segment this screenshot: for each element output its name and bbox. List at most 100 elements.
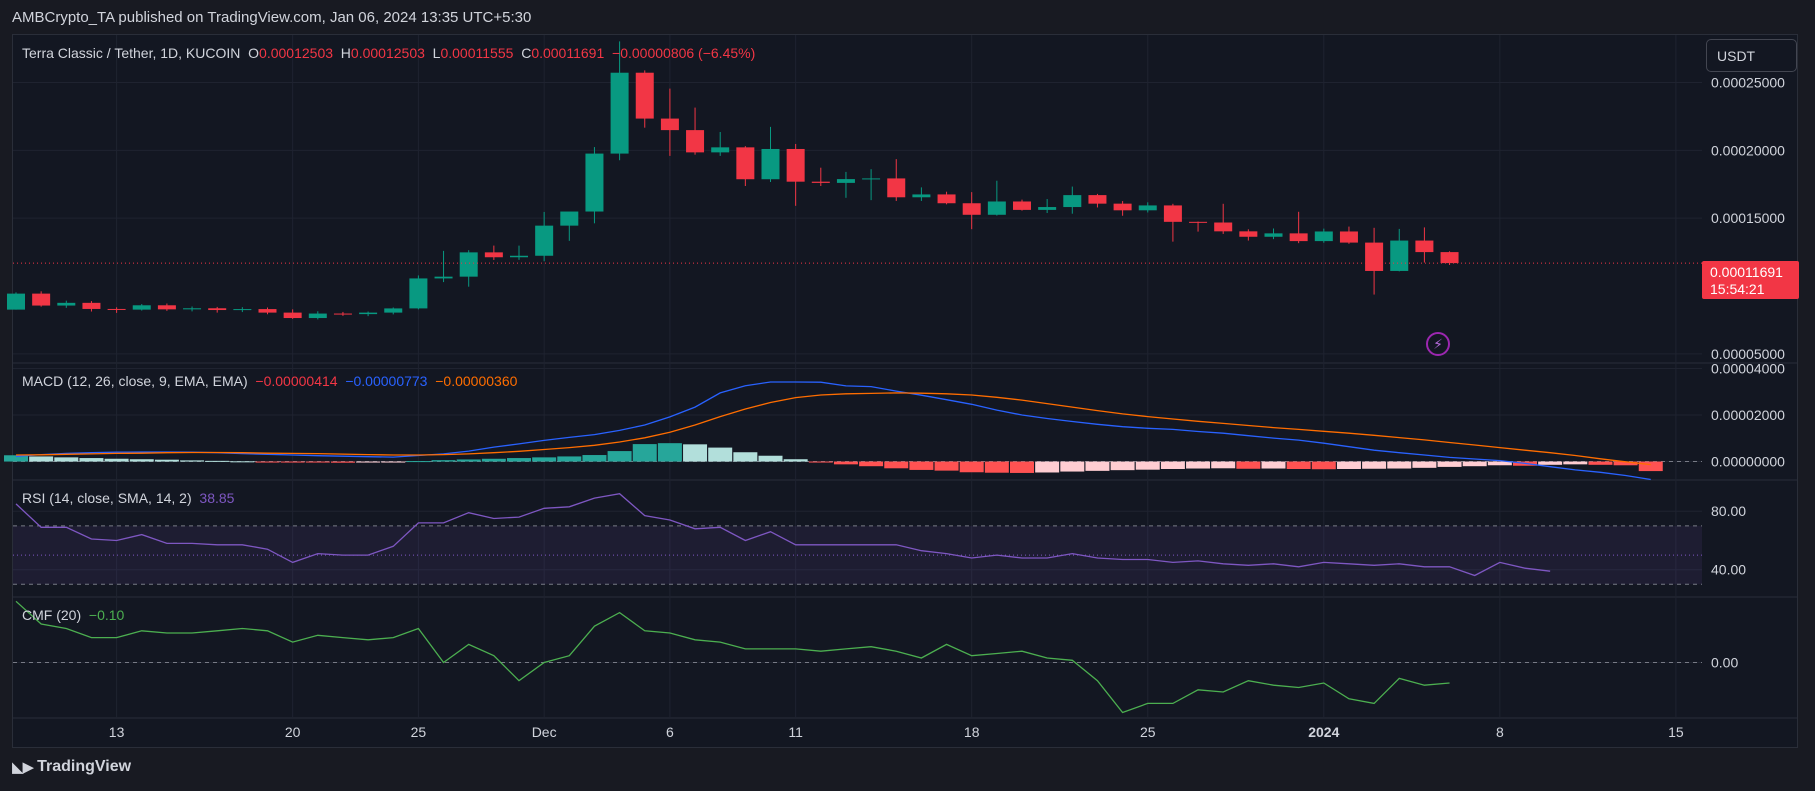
candle-body [434, 276, 453, 279]
symbol-title[interactable]: Terra Classic / Tether, 1D, KUCOIN [22, 45, 241, 61]
y-tick-label: 0.00020000 [1711, 142, 1785, 158]
macd-histogram-bar [1563, 461, 1588, 465]
macd-histogram-bar [1336, 461, 1361, 469]
macd-histogram-bar [1060, 461, 1085, 472]
candle-body [937, 194, 956, 204]
candle-body [786, 148, 805, 182]
macd-histogram-bar [481, 458, 506, 462]
macd-histogram-bar [305, 461, 330, 463]
publisher-caption: AMBCrypto_TA published on TradingView.co… [12, 9, 532, 26]
candle-body [1189, 221, 1208, 223]
cmf-title[interactable]: CMF (20) [22, 607, 82, 623]
candle-body [1289, 233, 1308, 242]
rsi-line [15, 493, 1551, 577]
y-tick-label: 0.00002000 [1711, 407, 1785, 423]
candle-body [811, 181, 830, 183]
bar-countdown: 15:54:21 [1710, 281, 1765, 297]
macd-histogram-bar [657, 443, 682, 462]
y-tick-label: 0.00000000 [1711, 454, 1785, 470]
cmf-value: −0.10 [88, 607, 125, 623]
macd-histogram-bar [356, 461, 381, 463]
close-value: 0.00011691 [531, 45, 605, 61]
macd-histogram-bar [79, 458, 104, 462]
lightning-icon[interactable]: ⚡ [1426, 332, 1450, 356]
macd-histogram-bar [1160, 461, 1185, 469]
macd-line-value: −0.00000773 [345, 373, 428, 389]
currency-button[interactable]: USDT [1706, 39, 1797, 72]
y-tick-label: 0.00005000 [1711, 346, 1785, 362]
macd-histogram-bar [632, 444, 657, 462]
macd-histogram-bar [808, 461, 833, 463]
candle-body [82, 302, 101, 309]
macd-histogram-bar [859, 461, 884, 467]
tradingview-brand[interactable]: ◣▶ TradingView [12, 758, 131, 776]
macd-histogram-bar [1613, 461, 1638, 466]
candle-body [560, 211, 579, 226]
rsi-value: 38.85 [199, 490, 235, 506]
macd-histogram-bar [1085, 461, 1110, 471]
macd-hist-value: −0.00000414 [255, 373, 338, 389]
candle-body [1038, 207, 1057, 210]
candle-body [610, 72, 629, 154]
candle-body [686, 130, 705, 153]
candle-body [484, 252, 503, 258]
y-tick-label: 0.00025000 [1711, 74, 1785, 90]
macd-histogram-bar [129, 459, 154, 462]
macd-histogram-bar [683, 444, 708, 462]
macd-histogram-bar [1211, 461, 1236, 469]
macd-histogram-bar [180, 460, 205, 462]
candle-body [1013, 201, 1031, 210]
macd-histogram-bar [1110, 461, 1135, 471]
rsi-legend: RSI (14, close, SMA, 14, 2) 38.85 [22, 490, 234, 506]
x-tick-label: 15 [1668, 724, 1684, 740]
open-value: 0.00012503 [259, 45, 334, 61]
macd-histogram-bar [934, 461, 959, 471]
candle-body [1264, 233, 1283, 237]
candle-body [1088, 195, 1107, 204]
macd-histogram-bar [1437, 461, 1462, 467]
candle-body [1214, 222, 1233, 232]
macd-histogram-bar [1412, 461, 1437, 468]
last-price-tag: 0.00011691 15:54:21 [1702, 261, 1799, 299]
candle-body [887, 178, 906, 198]
macd-legend: MACD (12, 26, close, 9, EMA, EMA) −0.000… [22, 373, 517, 389]
x-tick-label: 6 [666, 724, 674, 740]
macd-histogram-bar [4, 455, 28, 462]
x-tick-label: 18 [964, 724, 980, 740]
change-value: −0.00000806 (−6.45%) [612, 45, 756, 61]
macd-histogram-bar [330, 461, 355, 463]
macd-histogram-bar [54, 457, 79, 462]
cmf-legend: CMF (20) −0.10 [22, 607, 124, 623]
candle-body [183, 308, 202, 310]
candle-body [384, 308, 403, 313]
macd-histogram-bar [1487, 461, 1512, 466]
candle-body [510, 255, 528, 258]
macd-histogram-bar [1638, 461, 1663, 472]
macd-signal-line [15, 392, 1651, 466]
last-price-value: 0.00011691 [1710, 264, 1783, 280]
macd-histogram-bar [532, 457, 557, 462]
candle-body [1440, 252, 1459, 264]
y-tick-label: 0.00 [1711, 655, 1738, 671]
macd-title[interactable]: MACD (12, 26, close, 9, EMA, EMA) [22, 373, 248, 389]
x-tick-label: 20 [285, 724, 301, 740]
macd-line [15, 381, 1651, 481]
tradingview-logo-icon: ◣▶ [12, 759, 34, 776]
candle-body [1163, 205, 1182, 222]
x-tick-label: 11 [788, 724, 803, 740]
macd-histogram-bar [1462, 461, 1487, 467]
candle-body [157, 305, 176, 310]
rsi-title[interactable]: RSI (14, close, SMA, 14, 2) [22, 490, 192, 506]
macd-histogram-bar [1035, 461, 1060, 473]
macd-histogram-bar [230, 461, 255, 463]
x-tick-label: 13 [109, 724, 125, 740]
x-tick-label: 2024 [1308, 724, 1339, 740]
macd-histogram-bar [1387, 461, 1412, 469]
candle-body [32, 293, 51, 306]
high-label: H [340, 45, 351, 61]
macd-histogram-bar [1286, 461, 1311, 469]
candle-body [233, 309, 252, 311]
candle-body [912, 194, 931, 198]
macd-histogram-bar [1135, 461, 1160, 470]
